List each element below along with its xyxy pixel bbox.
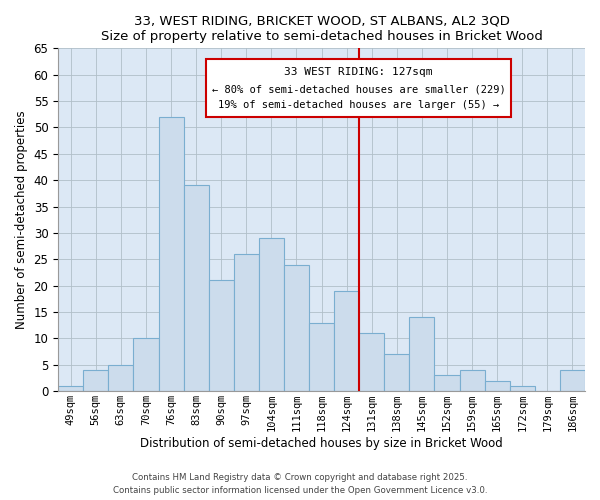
Bar	[234, 254, 259, 391]
FancyBboxPatch shape	[206, 58, 511, 117]
Text: 19% of semi-detached houses are larger (55) →: 19% of semi-detached houses are larger (…	[218, 100, 499, 110]
Bar	[460, 370, 485, 391]
Bar	[560, 370, 585, 391]
Bar	[284, 264, 309, 391]
Bar	[109, 365, 133, 391]
Y-axis label: Number of semi-detached properties: Number of semi-detached properties	[15, 110, 28, 329]
Text: 33 WEST RIDING: 127sqm: 33 WEST RIDING: 127sqm	[284, 67, 433, 77]
Bar	[334, 291, 359, 391]
Bar	[133, 338, 158, 391]
Bar	[158, 117, 184, 391]
Text: ← 80% of semi-detached houses are smaller (229): ← 80% of semi-detached houses are smalle…	[212, 84, 505, 94]
Bar	[184, 186, 209, 391]
X-axis label: Distribution of semi-detached houses by size in Bricket Wood: Distribution of semi-detached houses by …	[140, 437, 503, 450]
Bar	[510, 386, 535, 391]
Text: Contains HM Land Registry data © Crown copyright and database right 2025.
Contai: Contains HM Land Registry data © Crown c…	[113, 473, 487, 495]
Bar	[384, 354, 409, 391]
Bar	[58, 386, 83, 391]
Bar	[485, 380, 510, 391]
Bar	[309, 322, 334, 391]
Bar	[359, 333, 384, 391]
Bar	[259, 238, 284, 391]
Bar	[434, 376, 460, 391]
Bar	[409, 318, 434, 391]
Bar	[83, 370, 109, 391]
Title: 33, WEST RIDING, BRICKET WOOD, ST ALBANS, AL2 3QD
Size of property relative to s: 33, WEST RIDING, BRICKET WOOD, ST ALBANS…	[101, 15, 542, 43]
Bar	[209, 280, 234, 391]
